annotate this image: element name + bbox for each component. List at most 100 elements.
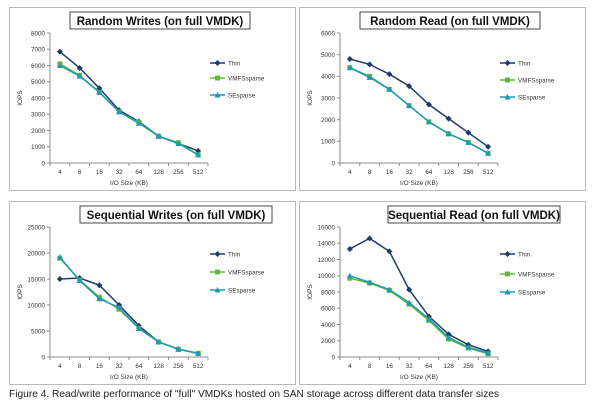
chart-title-box [69, 11, 251, 30]
x-tick-label: 128 [153, 169, 164, 176]
data-point-thin [56, 276, 63, 282]
data-point-sesparse [425, 315, 432, 322]
legend-label-sesparse: SEsparse [228, 92, 256, 99]
y-tick-label: 25000 [27, 224, 45, 231]
legend-label-thin: Thin [518, 60, 531, 67]
data-point-sesparse [366, 279, 373, 285]
chart-sequential-writes: 0 5000 10000 15000 20000 25000 4 8 16 32 64 128 256 5… [17, 205, 273, 381]
y-tick-label: 4000 [31, 95, 46, 102]
series-line-sesparse [349, 67, 489, 154]
data-point-sesparse [485, 349, 492, 356]
chart-title-box [387, 205, 561, 224]
x-axis-label: I/O Size (KB) [400, 374, 438, 381]
data-point-sesparse [465, 344, 472, 350]
chart-title: Sequential Writes (on full VMDK) [87, 210, 266, 222]
x-tick-label: 128 [153, 363, 164, 370]
data-point-thin [386, 248, 393, 255]
series-line-sesparse [59, 64, 199, 156]
series-line-vmfssparse [349, 277, 489, 355]
data-point-thin [445, 115, 452, 122]
x-tick-label: 128 [443, 363, 454, 370]
data-point-sesparse [406, 299, 413, 306]
y-tick-label: 12000 [317, 257, 335, 264]
data-point-sesparse [155, 338, 162, 345]
chart-panel-sequential-writes: 0 5000 10000 15000 20000 25000 4 8 16 32 64 128 256 5… [9, 201, 296, 385]
x-tick-label: 64 [425, 363, 433, 370]
x-axis-label: I/O Size (KB) [110, 374, 148, 381]
y-tick-label: 15000 [27, 276, 45, 283]
y-tick-label: 2000 [321, 338, 336, 345]
data-point-sesparse [56, 62, 63, 68]
data-point-thin [485, 143, 492, 150]
legend-marker-sesparse [504, 289, 511, 295]
x-tick-label: 64 [425, 169, 433, 176]
data-point-sesparse [406, 102, 413, 109]
chart-title: Random Read (on full VMDK) [370, 16, 530, 28]
data-point-thin [96, 85, 103, 92]
y-tick-label: 0 [331, 354, 335, 361]
chart-random-read: 0 1000 2000 3000 4000 5000 6000 4 8 16 32 64 128 256 5… [307, 11, 555, 187]
legend-marker-thin [504, 60, 511, 66]
x-tick-label: 512 [193, 363, 204, 370]
data-point-sesparse [116, 304, 123, 311]
data-point-thin [346, 56, 353, 62]
y-tick-label: 2000 [321, 117, 336, 124]
legend-marker-thin [504, 251, 511, 257]
legend-marker-thin [214, 251, 221, 257]
y-axis-label: IOPS [17, 90, 24, 106]
chart-title: Random Writes (on full VMDK) [77, 16, 244, 28]
x-tick-label: 8 [78, 169, 82, 176]
series-line-thin [349, 58, 489, 148]
data-point-sesparse [425, 118, 432, 125]
y-tick-label: 4000 [321, 322, 336, 329]
data-point-sesparse [366, 74, 373, 80]
y-tick-label: 0 [41, 354, 45, 361]
data-point-thin [76, 64, 83, 71]
x-tick-label: 512 [483, 363, 494, 370]
data-point-thin [425, 101, 432, 108]
figure-caption: Figure 4. Read/write performance of "ful… [9, 389, 500, 400]
x-tick-label: 8 [368, 169, 372, 176]
chart-panel-random-writes: 0 1000 2000 3000 4000 5000 6000 7000 8000 4 8 16 32 6… [9, 7, 296, 191]
x-tick-label: 64 [135, 363, 143, 370]
series-line-thin [59, 277, 199, 355]
y-tick-label: 8000 [31, 30, 46, 37]
data-point-sesparse [135, 120, 142, 126]
data-point-sesparse [465, 139, 472, 145]
data-point-sesparse [445, 334, 452, 340]
chart-sequential-read: 0 2000 4000 6000 8000 10000 12000 14000 16000 4 8 1… [307, 205, 561, 381]
data-point-thin [366, 61, 373, 68]
y-tick-label: 5000 [31, 328, 46, 335]
data-point-thin [406, 83, 413, 90]
y-tick-label: 20000 [27, 250, 45, 257]
legend-marker-vmfssparse [505, 271, 510, 277]
y-tick-label: 0 [41, 160, 45, 167]
y-axis-label: IOPS [17, 284, 24, 300]
data-point-sesparse [445, 130, 452, 137]
chart-title: Sequential Read (on full VMDK) [388, 210, 560, 222]
data-point-thin [195, 147, 202, 154]
data-point-thin [56, 48, 63, 55]
x-tick-label: 256 [173, 169, 184, 176]
data-point-sesparse [195, 350, 202, 356]
x-tick-label: 32 [406, 363, 414, 370]
y-tick-label: 10000 [27, 302, 45, 309]
data-point-sesparse [116, 108, 123, 115]
data-point-thin [96, 282, 103, 289]
y-axis-label: IOPS [307, 284, 314, 300]
series-line-sesparse [59, 256, 199, 355]
data-point-sesparse [386, 86, 393, 92]
legend-marker-sesparse [214, 287, 221, 293]
y-tick-label: 1000 [31, 144, 46, 151]
y-tick-label: 6000 [321, 306, 336, 313]
y-tick-label: 16000 [317, 224, 335, 231]
data-point-sesparse [485, 150, 492, 156]
x-tick-label: 512 [483, 169, 494, 176]
x-tick-label: 512 [193, 169, 204, 176]
legend-label-thin: Thin [228, 251, 241, 258]
chart-panel-sequential-read: 0 2000 4000 6000 8000 10000 12000 14000 16000 4 8 1… [299, 201, 586, 385]
data-point-sesparse [135, 325, 142, 331]
x-tick-label: 128 [443, 169, 454, 176]
x-tick-label: 4 [348, 363, 352, 370]
y-tick-label: 0 [331, 160, 335, 167]
